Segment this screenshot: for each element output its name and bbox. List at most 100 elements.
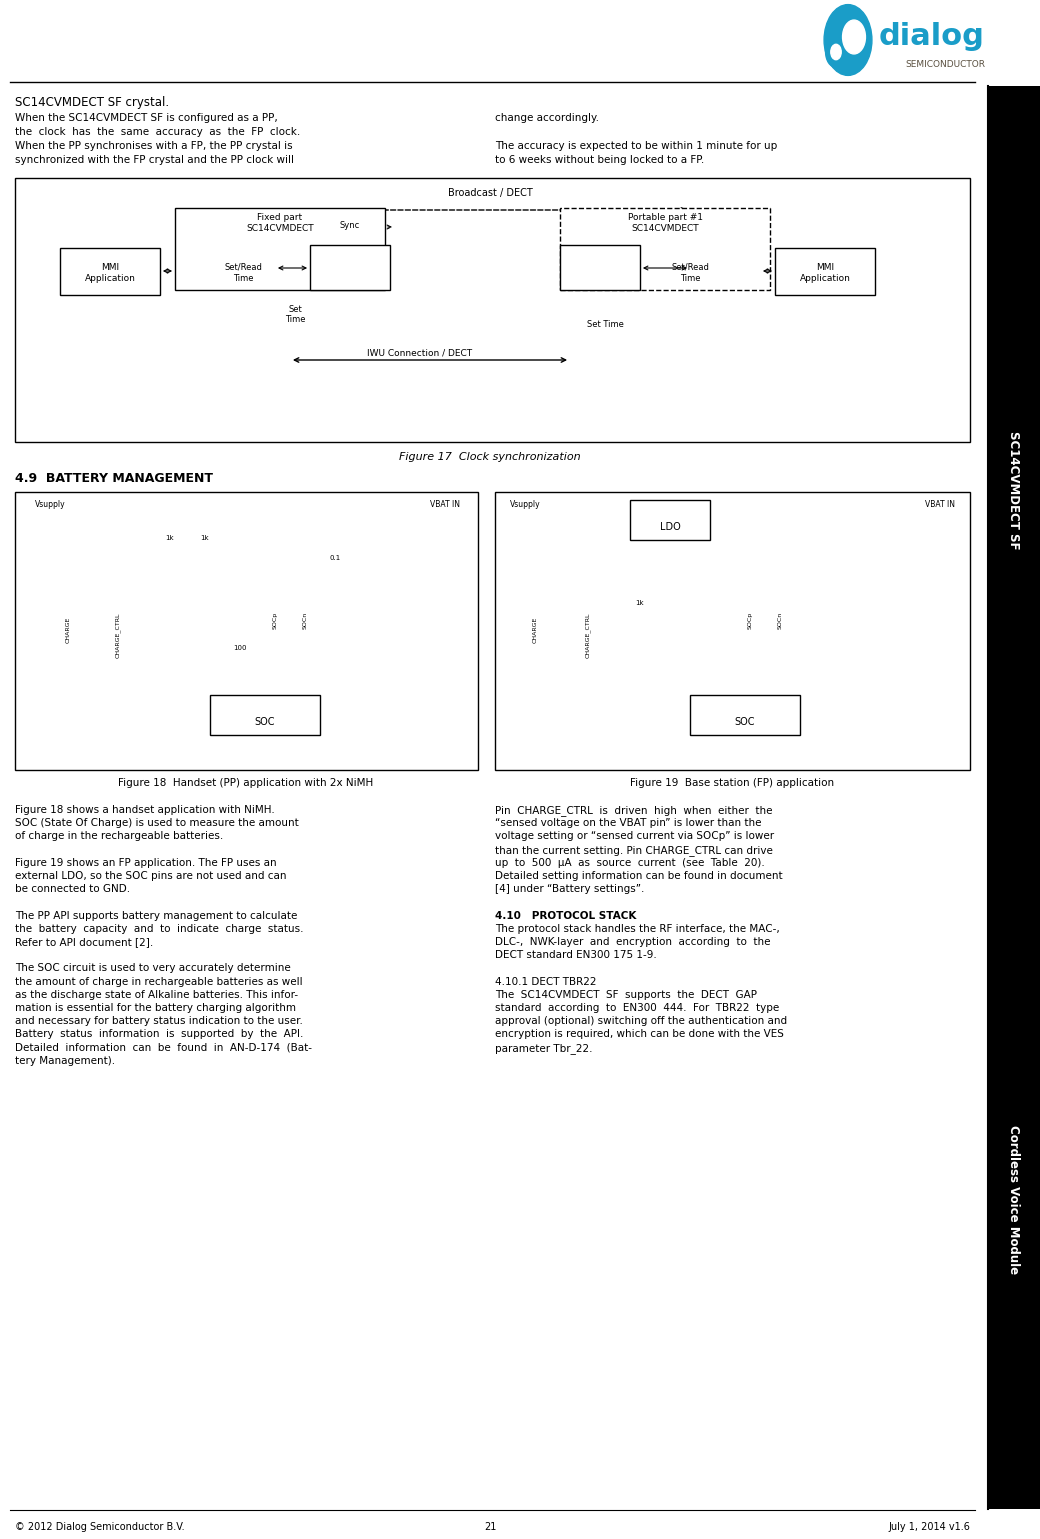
Text: Figure 19  Base station (FP) application: Figure 19 Base station (FP) application: [630, 779, 834, 788]
Text: Battery  status  information  is  supported  by  the  API.: Battery status information is supported …: [15, 1030, 304, 1039]
Text: Clock: Clock: [589, 263, 612, 272]
Text: Figure 18  Handset (PP) application with 2x NiMH: Figure 18 Handset (PP) application with …: [119, 779, 373, 788]
Text: as the discharge state of Alkaline batteries. This infor-: as the discharge state of Alkaline batte…: [15, 990, 298, 1000]
Text: 0.1: 0.1: [330, 556, 341, 562]
Text: SC14CVMDECT: SC14CVMDECT: [631, 225, 699, 232]
Text: Set/Read: Set/Read: [224, 263, 262, 272]
Text: Time: Time: [285, 315, 306, 325]
Bar: [775, 248, 875, 295]
Bar: [60, 248, 160, 295]
Text: Real Time: Real Time: [330, 252, 370, 262]
Text: encryption is required, which can be done with the VES: encryption is required, which can be don…: [495, 1030, 784, 1039]
Text: Set Time: Set Time: [587, 320, 623, 329]
Text: July 1, 2014 v1.6: July 1, 2014 v1.6: [888, 1522, 970, 1531]
Text: approval (optional) switching off the authentication and: approval (optional) switching off the au…: [495, 1016, 787, 1027]
Text: dialog: dialog: [879, 22, 985, 51]
Text: 4.10.1 DECT TBR22: 4.10.1 DECT TBR22: [495, 977, 597, 986]
Text: SOC: SOC: [734, 717, 755, 726]
Text: When the SC14CVMDECT SF is configured as a PP,: When the SC14CVMDECT SF is configured as…: [15, 112, 278, 123]
Text: of charge in the rechargeable batteries.: of charge in the rechargeable batteries.: [15, 831, 224, 842]
Text: synchronized with the FP crystal and the PP clock will: synchronized with the FP crystal and the…: [15, 155, 294, 165]
Text: When the PP synchronises with a FP, the PP crystal is: When the PP synchronises with a FP, the …: [15, 142, 292, 151]
Text: CHARGE: CHARGE: [532, 617, 538, 643]
Text: Vsupply: Vsupply: [35, 500, 66, 509]
Text: SOCp: SOCp: [748, 611, 753, 628]
Text: 4.10   PROTOCOL STACK: 4.10 PROTOCOL STACK: [495, 911, 636, 920]
Text: be connected to GND.: be connected to GND.: [15, 885, 130, 894]
Text: 21: 21: [484, 1522, 496, 1531]
Text: DLC-,  NWK-layer  and  encryption  according  to  the: DLC-, NWK-layer and encryption according…: [495, 937, 771, 946]
Text: Vsupply: Vsupply: [510, 500, 541, 509]
Text: the  battery  capacity  and  to  indicate  charge  status.: the battery capacity and to indicate cha…: [15, 923, 304, 934]
Text: up  to  500  μA  as  source  current  (see  Table  20).: up to 500 μA as source current (see Tabl…: [495, 857, 764, 868]
Text: Clock: Clock: [339, 263, 362, 272]
Text: SC14CVMDECT SF: SC14CVMDECT SF: [1008, 431, 1020, 549]
Text: VBAT IN: VBAT IN: [430, 500, 460, 509]
Circle shape: [831, 45, 841, 60]
Text: the  clock  has  the  same  accuracy  as  the  FP  clock.: the clock has the same accuracy as the F…: [15, 128, 301, 137]
Text: SC14CVMDECT: SC14CVMDECT: [246, 225, 314, 232]
Text: to 6 weeks without being locked to a FP.: to 6 weeks without being locked to a FP.: [495, 155, 704, 165]
Text: 100: 100: [233, 645, 246, 651]
Bar: [15, 492, 478, 770]
Text: external LDO, so the SOC pins are not used and can: external LDO, so the SOC pins are not us…: [15, 871, 286, 880]
Text: CHARGE: CHARGE: [66, 617, 71, 643]
Bar: [630, 500, 710, 540]
Bar: [560, 245, 640, 289]
Text: Refer to API document [2].: Refer to API document [2].: [15, 937, 153, 946]
Text: CHARGE_CTRL: CHARGE_CTRL: [115, 613, 121, 657]
Text: voltage setting or “sensed current via SOCp” is lower: voltage setting or “sensed current via S…: [495, 831, 774, 842]
Text: change accordingly.: change accordingly.: [495, 112, 599, 123]
Text: tery Management).: tery Management).: [15, 1056, 115, 1067]
Text: parameter Tbr_22.: parameter Tbr_22.: [495, 1042, 593, 1054]
Text: Portable part #1: Portable part #1: [627, 212, 702, 222]
Text: Real Time: Real Time: [579, 252, 621, 262]
Text: © 2012 Dialog Semiconductor B.V.: © 2012 Dialog Semiconductor B.V.: [15, 1522, 185, 1531]
Bar: [175, 208, 385, 289]
Text: mation is essential for the battery charging algorithm: mation is essential for the battery char…: [15, 1003, 296, 1013]
Circle shape: [842, 20, 865, 54]
Text: The PP API supports battery management to calculate: The PP API supports battery management t…: [15, 911, 297, 920]
Text: and necessary for battery status indication to the user.: and necessary for battery status indicat…: [15, 1016, 303, 1027]
Text: Application: Application: [800, 274, 851, 283]
Text: Cordless Voice Module: Cordless Voice Module: [1008, 1125, 1020, 1274]
Text: Sync: Sync: [340, 222, 360, 229]
Text: Figure 18 shows a handset application with NiMH.: Figure 18 shows a handset application wi…: [15, 805, 275, 816]
Text: 1k: 1k: [201, 536, 209, 542]
Bar: [495, 492, 970, 770]
Text: Broadcast / DECT: Broadcast / DECT: [447, 188, 532, 199]
Text: LDO: LDO: [659, 522, 680, 532]
Text: SOCn: SOCn: [303, 611, 308, 628]
Text: SEMICONDUCTOR: SEMICONDUCTOR: [905, 60, 985, 69]
Text: Application: Application: [84, 274, 135, 283]
Bar: [15, 179, 970, 442]
Text: SC14CVMDECT SF crystal.: SC14CVMDECT SF crystal.: [15, 95, 170, 109]
Text: than the current setting. Pin CHARGE_CTRL can drive: than the current setting. Pin CHARGE_CTR…: [495, 845, 773, 856]
Text: Detailed  information  can  be  found  in  AN-D-174  (Bat-: Detailed information can be found in AN-…: [15, 1042, 312, 1053]
Text: SOCp: SOCp: [272, 611, 278, 628]
Text: [4] under “Battery settings”.: [4] under “Battery settings”.: [495, 885, 645, 894]
Bar: [690, 696, 800, 736]
Text: “sensed voltage on the VBAT pin” is lower than the: “sensed voltage on the VBAT pin” is lowe…: [495, 819, 761, 828]
Text: 1k: 1k: [165, 536, 175, 542]
Text: MMI: MMI: [101, 263, 119, 272]
Text: The protocol stack handles the RF interface, the MAC-,: The protocol stack handles the RF interf…: [495, 923, 780, 934]
Bar: [560, 208, 770, 289]
Text: the amount of charge in rechargeable batteries as well: the amount of charge in rechargeable bat…: [15, 977, 303, 986]
Text: Detailed setting information can be found in document: Detailed setting information can be foun…: [495, 871, 783, 880]
Text: Fixed part: Fixed part: [258, 212, 303, 222]
Text: SOC: SOC: [255, 717, 276, 726]
Text: standard  according  to  EN300  444.  For  TBR22  type: standard according to EN300 444. For TBR…: [495, 1003, 779, 1013]
Circle shape: [824, 5, 872, 75]
Text: Pin  CHARGE_CTRL  is  driven  high  when  either  the: Pin CHARGE_CTRL is driven high when eith…: [495, 805, 773, 816]
Bar: [210, 696, 320, 736]
Text: 1k: 1k: [635, 600, 645, 606]
Text: SOC (State Of Charge) is used to measure the amount: SOC (State Of Charge) is used to measure…: [15, 819, 298, 828]
Text: VBAT IN: VBAT IN: [925, 500, 955, 509]
Text: Module: Module: [335, 274, 365, 283]
Circle shape: [826, 37, 847, 68]
Text: IWU Connection / DECT: IWU Connection / DECT: [367, 348, 472, 357]
Text: Set/Read: Set/Read: [671, 263, 709, 272]
Text: SOCn: SOCn: [778, 611, 782, 628]
Text: Set: Set: [288, 305, 302, 314]
